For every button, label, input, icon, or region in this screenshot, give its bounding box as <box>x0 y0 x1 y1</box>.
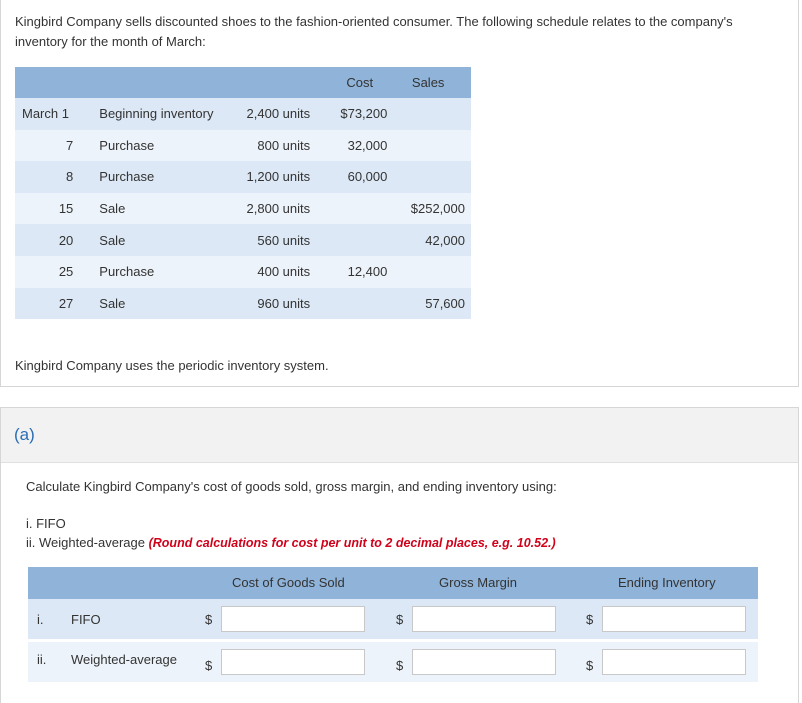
table-row: 27 Sale 960 units 57,600 <box>15 287 471 320</box>
method-list: i. FIFO ii. Weighted-average (Round calc… <box>26 514 556 553</box>
row-date: 20 <box>15 224 88 256</box>
fifo-gross-margin-input[interactable] <box>412 606 556 632</box>
weighted-gross-margin-input[interactable] <box>412 649 556 675</box>
periodic-system-note: Kingbird Company uses the periodic inven… <box>15 358 329 373</box>
part-a-panel: (a) Calculate Kingbird Company's cost of… <box>0 407 799 703</box>
row-date: 8 <box>15 161 88 193</box>
row-cost: 60,000 <box>314 161 392 193</box>
method-item-weighted: ii. Weighted-average (Round calculations… <box>26 533 556 553</box>
method-item-weighted-label: ii. Weighted-average <box>26 535 149 550</box>
row-description: Purchase <box>87 161 230 193</box>
table-row: 15 Sale 2,800 units $252,000 <box>15 192 471 225</box>
schedule-header-row: Cost Sales <box>15 67 471 98</box>
row-description: Purchase <box>87 255 230 288</box>
currency-symbol: $ <box>396 612 404 627</box>
row-cost <box>314 224 392 256</box>
row-cost: $73,200 <box>314 98 392 130</box>
row-units: 560 units <box>229 224 315 256</box>
row-cost: 12,400 <box>314 255 392 288</box>
row-method-name: Weighted-average <box>71 652 177 667</box>
row-description: Beginning inventory <box>87 98 230 130</box>
row-date: 25 <box>15 255 88 288</box>
fifo-ending-inventory-input[interactable] <box>602 606 746 632</box>
answer-row-weighted-average: ii. Weighted-average $ $ $ <box>28 642 758 682</box>
sales-header: Sales <box>391 67 471 98</box>
inventory-schedule-table: Cost Sales March 1 Beginning inventory 2… <box>15 67 471 320</box>
table-row: 25 Purchase 400 units 12,400 <box>15 255 471 288</box>
row-sales <box>391 129 471 162</box>
row-roman: ii. <box>37 652 47 667</box>
table-row: 8 Purchase 1,200 units 60,000 <box>15 161 471 193</box>
row-units: 2,800 units <box>229 192 315 225</box>
row-cost <box>314 192 392 225</box>
row-description: Sale <box>87 287 230 320</box>
part-header: (a) <box>1 408 798 463</box>
row-description: Sale <box>87 192 230 225</box>
table-row: 20 Sale 560 units 42,000 <box>15 224 471 256</box>
table-row: March 1 Beginning inventory 2,400 units … <box>15 98 471 130</box>
part-label: (a) <box>14 425 35 444</box>
row-units: 800 units <box>229 129 315 162</box>
table-row: 7 Purchase 800 units 32,000 <box>15 129 471 162</box>
row-sales: 42,000 <box>391 224 471 256</box>
row-sales <box>391 255 471 288</box>
answer-header-row: Cost of Goods Sold Gross Margin Ending I… <box>28 567 758 599</box>
row-date: 7 <box>15 129 88 162</box>
answer-table: Cost of Goods Sold Gross Margin Ending I… <box>28 567 758 682</box>
fifo-cogs-input[interactable] <box>221 606 365 632</box>
gross-margin-header: Gross Margin <box>439 575 518 590</box>
row-date: 27 <box>15 287 88 320</box>
row-description: Sale <box>87 224 230 256</box>
currency-symbol: $ <box>205 612 213 627</box>
instruction-text: Calculate Kingbird Company's cost of goo… <box>26 479 557 494</box>
method-item-fifo: i. FIFO <box>26 516 66 531</box>
cogs-header: Cost of Goods Sold <box>232 575 345 590</box>
row-sales <box>391 98 471 130</box>
row-units: 1,200 units <box>229 161 315 193</box>
row-date: March 1 <box>15 98 88 130</box>
currency-symbol: $ <box>396 658 404 673</box>
cost-header: Cost <box>314 67 392 98</box>
row-method-name: FIFO <box>71 612 101 627</box>
problem-panel: Kingbird Company sells discounted shoes … <box>0 0 799 387</box>
row-description: Purchase <box>87 129 230 162</box>
intro-text: Kingbird Company sells discounted shoes … <box>15 14 733 49</box>
row-units: 400 units <box>229 255 315 288</box>
row-roman: i. <box>37 612 44 627</box>
row-cost: 32,000 <box>314 129 392 162</box>
row-sales: 57,600 <box>391 287 471 320</box>
currency-symbol: $ <box>205 658 213 673</box>
row-sales: $252,000 <box>391 192 471 225</box>
row-sales <box>391 161 471 193</box>
currency-symbol: $ <box>586 658 594 673</box>
row-date: 15 <box>15 192 88 225</box>
row-units: 960 units <box>229 287 315 320</box>
weighted-ending-inventory-input[interactable] <box>602 649 746 675</box>
currency-symbol: $ <box>586 612 594 627</box>
row-units: 2,400 units <box>229 98 315 130</box>
answer-row-fifo: i. FIFO $ $ $ <box>28 599 758 639</box>
rounding-note: (Round calculations for cost per unit to… <box>148 536 556 550</box>
ending-inventory-header: Ending Inventory <box>618 575 716 590</box>
weighted-cogs-input[interactable] <box>221 649 365 675</box>
row-cost <box>314 287 392 320</box>
